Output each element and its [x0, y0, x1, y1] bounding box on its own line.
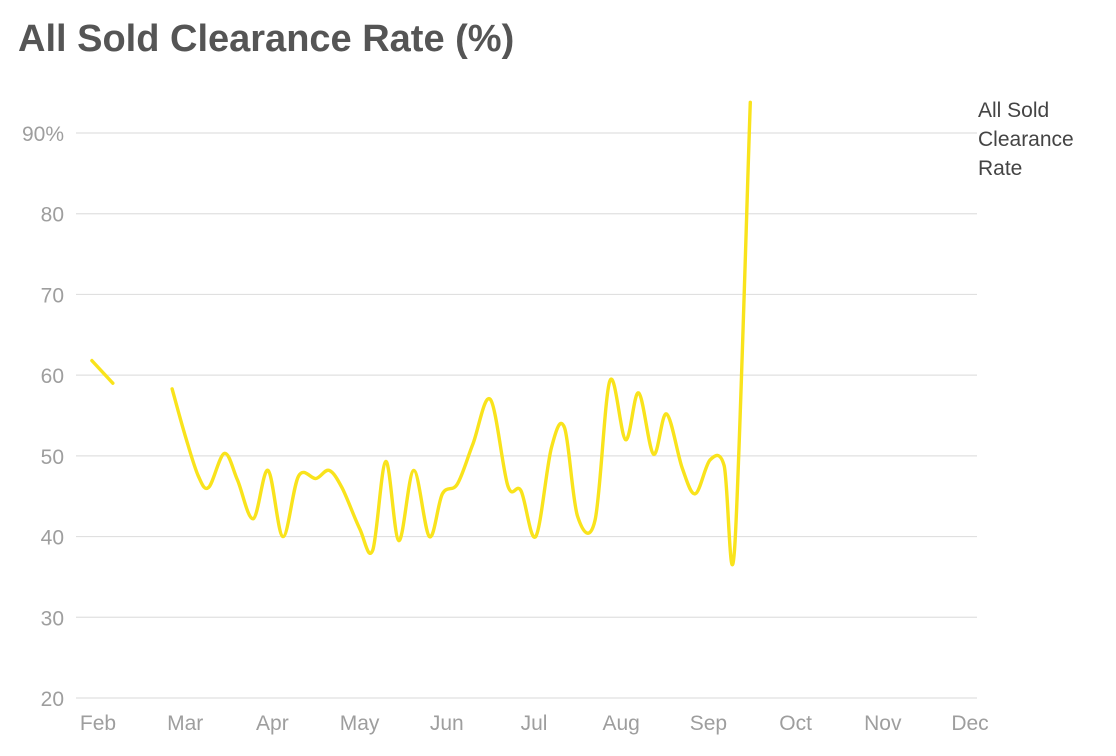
- y-tick-label: 30: [41, 607, 64, 630]
- x-tick-label: Feb: [80, 712, 116, 735]
- y-tick-label: 20: [41, 688, 64, 711]
- x-tick-label: Aug: [603, 712, 640, 735]
- x-tick-label: May: [340, 712, 380, 735]
- x-tick-label: Jun: [430, 712, 464, 735]
- x-tick-label: Apr: [256, 712, 289, 735]
- y-tick-label: 80: [41, 204, 64, 227]
- x-tick-label: Sep: [690, 712, 727, 735]
- series-line-segment: [170, 100, 752, 567]
- series-label: All Sold Clearance Rate: [978, 99, 1074, 180]
- x-tick-label: Dec: [951, 712, 988, 735]
- x-tick-label: Jul: [521, 712, 548, 735]
- y-tick-label: 50: [41, 446, 64, 469]
- x-tick-label: Oct: [779, 712, 812, 735]
- y-tick-label: 90%: [22, 123, 64, 146]
- x-tick-label: Mar: [167, 712, 203, 735]
- chart-title: All Sold Clearance Rate (%): [18, 18, 515, 60]
- series-line-segment: [90, 358, 115, 385]
- y-tick-label: 40: [41, 527, 64, 550]
- gridlines: [76, 132, 977, 699]
- series-lines: [90, 100, 752, 567]
- y-tick-label: 60: [41, 365, 64, 388]
- y-tick-label: 70: [41, 284, 64, 307]
- x-tick-label: Nov: [864, 712, 902, 735]
- x-axis-tick-labels: Feb Mar Apr May Jun Jul Aug Sep Oct Nov Dec: [80, 712, 989, 735]
- y-axis-tick-labels: 20 30 40 50 60 70 80 90%: [22, 123, 64, 711]
